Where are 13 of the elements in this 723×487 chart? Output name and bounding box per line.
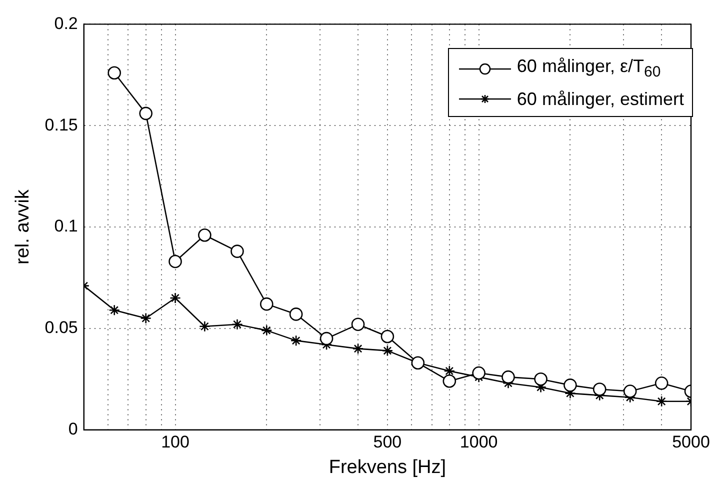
x-tick-label: 100 xyxy=(161,432,190,452)
y-tick-label: 0.15 xyxy=(44,115,78,134)
y-tick-label: 0.05 xyxy=(44,318,78,338)
y-tick-label: 0.1 xyxy=(54,216,78,236)
x-tick-label: 5000 xyxy=(672,432,710,452)
y-axis-title: rel. avvik xyxy=(12,189,34,264)
x-tick-label: 500 xyxy=(373,432,402,452)
legend-label: 60 målinger, ε/T$_{60}$ xyxy=(516,55,661,83)
legend-label: 60 målinger, estimert xyxy=(516,88,684,111)
y-tick-label: 0 xyxy=(68,419,78,438)
y-tick-label: 0.2 xyxy=(54,14,78,33)
x-axis-title: Frekvens [Hz] xyxy=(328,456,446,478)
x-tick-label: 1000 xyxy=(460,432,498,452)
